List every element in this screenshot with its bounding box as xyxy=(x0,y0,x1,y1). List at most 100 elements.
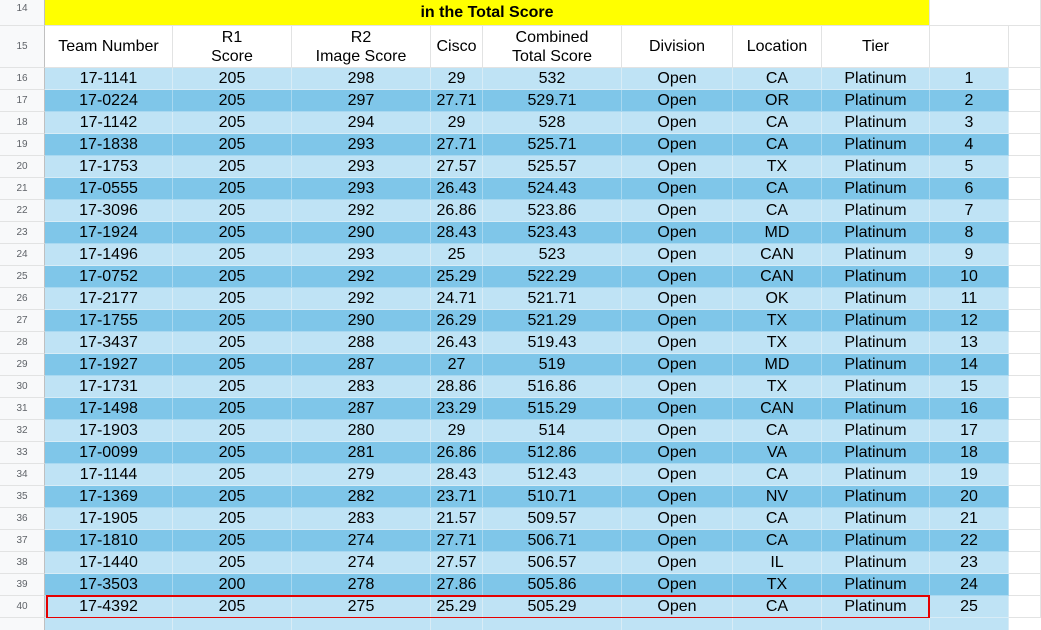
division-cell[interactable]: Open xyxy=(622,112,733,134)
tier-cell[interactable]: Platinum xyxy=(822,596,930,618)
division-cell[interactable]: Open xyxy=(622,442,733,464)
combined-total-cell[interactable]: 524.43 xyxy=(483,178,622,200)
r1-score-cell[interactable]: 205 xyxy=(173,552,292,574)
team-number-cell[interactable]: 17-4392 xyxy=(45,596,173,618)
partial-row-cell[interactable] xyxy=(822,618,930,630)
location-cell[interactable]: MD xyxy=(733,222,822,244)
row-number[interactable]: 35 xyxy=(0,486,45,508)
tier-cell[interactable]: Platinum xyxy=(822,552,930,574)
rank-cell[interactable]: 20 xyxy=(930,486,1009,508)
r1-score-cell[interactable]: 205 xyxy=(173,310,292,332)
header-r2-image-score[interactable]: R2 Image Score xyxy=(292,26,431,68)
combined-total-cell[interactable]: 516.86 xyxy=(483,376,622,398)
banner-cell[interactable]: in the Total Score xyxy=(45,0,930,26)
division-cell[interactable]: Open xyxy=(622,178,733,200)
row-number[interactable]: 31 xyxy=(0,398,45,420)
location-cell[interactable]: CA xyxy=(733,112,822,134)
division-cell[interactable]: Open xyxy=(622,68,733,90)
r1-score-cell[interactable]: 205 xyxy=(173,266,292,288)
r2-image-score-cell[interactable]: 274 xyxy=(292,552,431,574)
r1-score-cell[interactable]: 205 xyxy=(173,486,292,508)
team-number-cell[interactable]: 17-1498 xyxy=(45,398,173,420)
rank-cell[interactable]: 4 xyxy=(930,134,1009,156)
cisco-cell[interactable]: 29 xyxy=(431,112,483,134)
combined-total-cell[interactable]: 506.57 xyxy=(483,552,622,574)
rank-cell[interactable]: 25 xyxy=(930,596,1009,618)
cisco-cell[interactable]: 27.71 xyxy=(431,90,483,112)
row-number[interactable]: 34 xyxy=(0,464,45,486)
tier-cell[interactable]: Platinum xyxy=(822,376,930,398)
partial-row-cell[interactable] xyxy=(483,618,622,630)
cisco-cell[interactable]: 27 xyxy=(431,354,483,376)
division-cell[interactable]: Open xyxy=(622,354,733,376)
empty-cell[interactable] xyxy=(1009,26,1041,68)
r1-score-cell[interactable]: 205 xyxy=(173,442,292,464)
header-rank[interactable] xyxy=(930,26,1009,68)
combined-total-cell[interactable]: 512.86 xyxy=(483,442,622,464)
partial-row-cell[interactable] xyxy=(431,618,483,630)
r1-score-cell[interactable]: 205 xyxy=(173,354,292,376)
location-cell[interactable]: OK xyxy=(733,288,822,310)
r2-image-score-cell[interactable]: 290 xyxy=(292,310,431,332)
r1-score-cell[interactable]: 205 xyxy=(173,244,292,266)
team-number-cell[interactable]: 17-1903 xyxy=(45,420,173,442)
r2-image-score-cell[interactable]: 298 xyxy=(292,68,431,90)
team-number-cell[interactable]: 17-1142 xyxy=(45,112,173,134)
combined-total-cell[interactable]: 522.29 xyxy=(483,266,622,288)
empty-cell[interactable] xyxy=(1009,112,1041,134)
cisco-cell[interactable]: 25.29 xyxy=(431,266,483,288)
row-number[interactable]: 30 xyxy=(0,376,45,398)
team-number-cell[interactable]: 17-1440 xyxy=(45,552,173,574)
rank-cell[interactable]: 11 xyxy=(930,288,1009,310)
location-cell[interactable]: TX xyxy=(733,156,822,178)
row-number[interactable]: 19 xyxy=(0,134,45,156)
division-cell[interactable]: Open xyxy=(622,596,733,618)
cisco-cell[interactable]: 26.29 xyxy=(431,310,483,332)
team-number-cell[interactable]: 17-3503 xyxy=(45,574,173,596)
division-cell[interactable]: Open xyxy=(622,398,733,420)
rank-cell[interactable]: 9 xyxy=(930,244,1009,266)
r2-image-score-cell[interactable]: 282 xyxy=(292,486,431,508)
combined-total-cell[interactable]: 510.71 xyxy=(483,486,622,508)
division-cell[interactable]: Open xyxy=(622,266,733,288)
cisco-cell[interactable]: 27.71 xyxy=(431,530,483,552)
cisco-cell[interactable]: 21.57 xyxy=(431,508,483,530)
row-number[interactable]: 25 xyxy=(0,266,45,288)
partial-row-cell[interactable] xyxy=(733,618,822,630)
r2-image-score-cell[interactable]: 283 xyxy=(292,376,431,398)
combined-total-cell[interactable]: 515.29 xyxy=(483,398,622,420)
team-number-cell[interactable]: 17-1905 xyxy=(45,508,173,530)
rank-cell[interactable]: 12 xyxy=(930,310,1009,332)
empty-cell[interactable] xyxy=(1009,464,1041,486)
r2-image-score-cell[interactable]: 292 xyxy=(292,266,431,288)
partial-row-cell[interactable] xyxy=(622,618,733,630)
tier-cell[interactable]: Platinum xyxy=(822,266,930,288)
row-number[interactable]: 32 xyxy=(0,420,45,442)
empty-cell[interactable] xyxy=(1009,486,1041,508)
location-cell[interactable]: CA xyxy=(733,178,822,200)
combined-total-cell[interactable]: 521.29 xyxy=(483,310,622,332)
tier-cell[interactable]: Platinum xyxy=(822,508,930,530)
division-cell[interactable]: Open xyxy=(622,200,733,222)
r1-score-cell[interactable]: 200 xyxy=(173,574,292,596)
cisco-cell[interactable]: 28.43 xyxy=(431,464,483,486)
cisco-cell[interactable]: 23.29 xyxy=(431,398,483,420)
tier-cell[interactable]: Platinum xyxy=(822,574,930,596)
tier-cell[interactable]: Platinum xyxy=(822,156,930,178)
team-number-cell[interactable]: 17-0099 xyxy=(45,442,173,464)
division-cell[interactable]: Open xyxy=(622,552,733,574)
partial-row-cell[interactable] xyxy=(292,618,431,630)
location-cell[interactable]: CA xyxy=(733,200,822,222)
division-cell[interactable]: Open xyxy=(622,134,733,156)
combined-total-cell[interactable]: 523.43 xyxy=(483,222,622,244)
r2-image-score-cell[interactable]: 274 xyxy=(292,530,431,552)
tier-cell[interactable]: Platinum xyxy=(822,68,930,90)
location-cell[interactable]: TX xyxy=(733,376,822,398)
r2-image-score-cell[interactable]: 294 xyxy=(292,112,431,134)
location-cell[interactable]: TX xyxy=(733,332,822,354)
header-cisco[interactable]: Cisco xyxy=(431,26,483,68)
empty-cell[interactable] xyxy=(1009,244,1041,266)
rank-cell[interactable]: 2 xyxy=(930,90,1009,112)
combined-total-cell[interactable]: 509.57 xyxy=(483,508,622,530)
r1-score-cell[interactable]: 205 xyxy=(173,332,292,354)
